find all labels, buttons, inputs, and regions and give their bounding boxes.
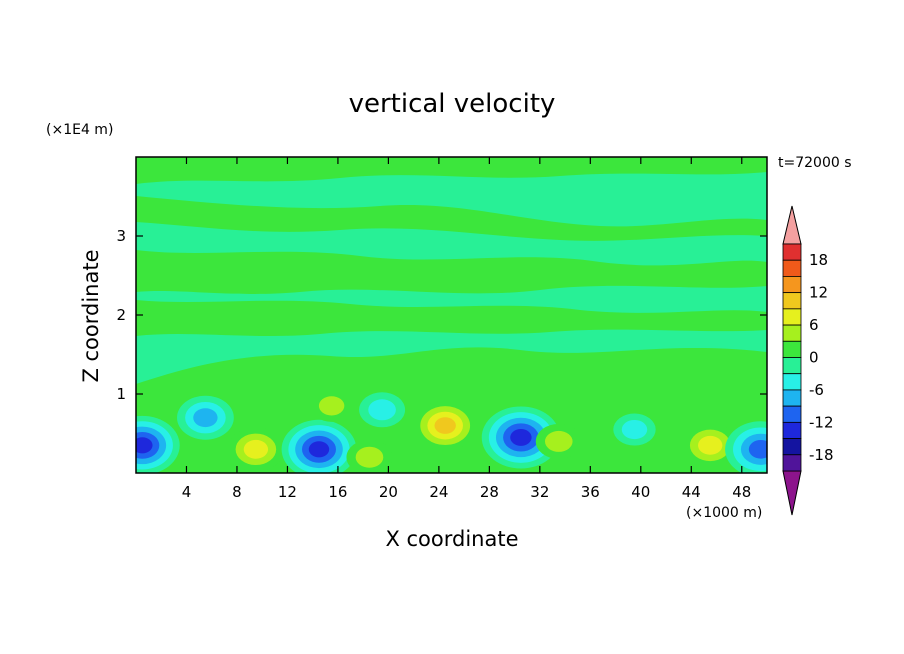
colorbar-swatch — [782, 438, 802, 456]
x-unit-label: (×1000 m) — [686, 505, 762, 521]
x-tick-label: 40 — [631, 483, 650, 501]
colorbar-over-arrow — [782, 205, 802, 245]
contour-level — [308, 441, 330, 458]
colorbar-label: -18 — [809, 446, 834, 464]
contour-level — [698, 435, 723, 455]
colorbar-swatch — [782, 243, 802, 261]
contour-level — [544, 430, 573, 452]
colorbar-swatch — [782, 421, 802, 439]
x-tick-label: 32 — [530, 483, 549, 501]
colorbar-label: 12 — [809, 284, 828, 302]
colorbar-swatch — [782, 340, 802, 358]
contour-level — [136, 437, 153, 454]
x-tick-label: 12 — [278, 483, 297, 501]
x-tick-label: 36 — [581, 483, 600, 501]
x-axis-label: X coordinate — [385, 527, 518, 551]
y-tick-label: 3 — [116, 227, 126, 245]
contour-level — [243, 439, 269, 459]
contour-level — [621, 419, 648, 440]
colorbar-swatch — [782, 324, 802, 342]
x-tick-label: 24 — [429, 483, 448, 501]
x-tick-label: 28 — [480, 483, 499, 501]
x-tick-label: 16 — [328, 483, 347, 501]
colorbar-swatch — [782, 454, 802, 472]
y-axis-label: Z coordinate — [79, 249, 103, 382]
y-unit-label: (×1E4 m) — [46, 122, 113, 138]
field-band — [136, 196, 767, 241]
contour-level — [368, 399, 396, 421]
colorbar-label: 0 — [809, 349, 819, 367]
x-tick-label: 8 — [232, 483, 242, 501]
x-axis: 4 8 12 16 20 24 28 32 36 40 44 48 — [182, 157, 751, 501]
x-tick-label: 44 — [682, 483, 701, 501]
colorbar-swatch — [782, 389, 802, 407]
colorbar-label: 6 — [809, 316, 819, 334]
field-band — [136, 300, 767, 336]
colorbar-label: -12 — [809, 413, 834, 431]
contour-level — [318, 396, 345, 416]
chart-title: vertical velocity — [349, 89, 556, 119]
contour-level — [434, 417, 456, 434]
colorbar-label: -6 — [809, 381, 824, 399]
contour-field — [136, 157, 767, 473]
field-features — [136, 389, 767, 473]
contour-level — [355, 446, 384, 468]
colorbar-label: 18 — [809, 251, 828, 269]
x-tick-label: 4 — [182, 483, 192, 501]
colorbar-swatch — [782, 308, 802, 326]
colorbar: 18 12 6 0 -6 -12 -18 — [782, 205, 834, 516]
colorbar-swatch — [782, 405, 802, 423]
field-band — [136, 157, 767, 184]
colorbar-swatch — [782, 276, 802, 294]
y-tick-label: 1 — [116, 385, 126, 403]
colorbar-under-arrow — [782, 470, 802, 516]
y-axis: 1 2 3 — [116, 227, 767, 403]
contour-level — [748, 439, 767, 459]
colorbar-swatch — [782, 373, 802, 391]
x-tick-label: 48 — [732, 483, 751, 501]
contour-level — [193, 408, 218, 428]
y-tick-label: 2 — [116, 306, 126, 324]
colorbar-swatch — [782, 292, 802, 310]
contour-level — [510, 428, 532, 446]
colorbar-swatch — [782, 259, 802, 277]
field-band — [136, 250, 767, 294]
x-tick-label: 20 — [379, 483, 398, 501]
colorbar-swatch — [782, 357, 802, 375]
time-label: t=72000 s — [778, 155, 852, 171]
